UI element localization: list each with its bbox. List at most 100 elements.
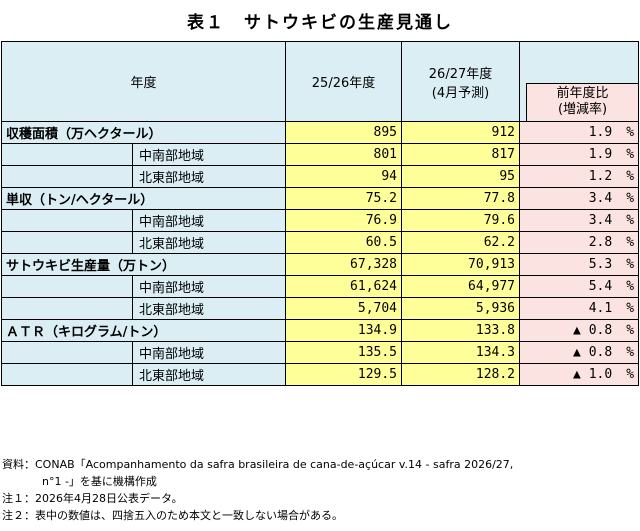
yoy-cell: 5.4% (519, 275, 640, 298)
yoy-value: ▲ 0.8 (573, 323, 613, 338)
percent-unit: % (626, 367, 635, 382)
yoy-value: 3.4 (588, 191, 613, 206)
yoy-cell: ▲ 1.0% (519, 363, 640, 386)
value-2026-27: 77.8 (401, 187, 521, 210)
yoy-value: 5.4 (588, 279, 613, 294)
value-2025-26: 129.5 (285, 363, 403, 386)
category-label: 収穫面積（万ヘクタール） (0, 121, 287, 144)
header-yoy-line2: (増減率) (557, 102, 608, 117)
yoy-cell: 3.4% (519, 187, 640, 210)
value-2025-26: 134.9 (285, 319, 403, 342)
table-row: 単収（トン/ヘクタール） 75.2 77.8 3.4% (0, 187, 640, 210)
value-2025-26: 60.5 (285, 231, 403, 254)
table-row: 中南部地域 76.9 79.6 3.4% (1, 209, 640, 232)
value-2026-27: 5,936 (401, 297, 521, 320)
percent-unit: % (626, 235, 635, 250)
yoy-cell: 3.4% (519, 209, 640, 232)
yoy-cell: 4.1% (519, 297, 640, 320)
region-label: 北東部地域 (131, 231, 287, 254)
source-note: 資料：CONAB「Acompanhamento da safra brasile… (2, 458, 514, 471)
yoy-cell: 2.8% (519, 231, 640, 254)
table-title: 表１ サトウキビの生産見通し (187, 13, 453, 33)
yoy-cell: ▲ 0.8% (519, 319, 640, 342)
value-2026-27: 134.3 (401, 341, 521, 364)
category-label: 単収（トン/ヘクタール） (0, 187, 287, 210)
header-year: 年度 (0, 41, 287, 122)
value-2025-26: 61,624 (285, 275, 403, 298)
region-label: 北東部地域 (131, 363, 287, 386)
table-row: ＡＴＲ（キログラム/トン） 134.9 133.8 ▲ 0.8% (0, 319, 640, 342)
percent-unit: % (626, 213, 635, 228)
value-2025-26: 76.9 (285, 209, 403, 232)
value-2026-27: 95 (401, 165, 521, 188)
note-1: 注１：2026年4月28日公表データ。 (2, 492, 183, 505)
note-2: 注２：表中の数値は、四捨五入のため本文と一致しない場合がある。 (2, 509, 343, 522)
value-2025-26: 895 (285, 121, 403, 144)
percent-unit: % (626, 257, 635, 272)
value-2026-27: 79.6 (401, 209, 521, 232)
table-row: 北東部地域 5,704 5,936 4.1% (1, 297, 640, 320)
yoy-value: 2.8 (588, 235, 613, 250)
indent-cell (1, 363, 133, 386)
region-label: 中南部地域 (131, 341, 287, 364)
table-row: 北東部地域 60.5 62.2 2.8% (1, 231, 640, 254)
header-yoy-line1: 前年度比 (556, 86, 609, 101)
table-row: 中南部地域 61,624 64,977 5.4% (1, 275, 640, 298)
header-col-2026-27-line2: (4月予測) (431, 85, 490, 101)
table-row: 北東部地域 94 95 1.2% (1, 165, 640, 188)
yoy-value: 1.9 (588, 147, 613, 162)
indent-cell (1, 341, 133, 364)
value-2025-26: 75.2 (285, 187, 403, 210)
yoy-value: ▲ 0.8 (573, 345, 613, 360)
table-row: 収穫面積（万ヘクタール） 895 912 1.9% (0, 121, 640, 144)
percent-unit: % (626, 147, 635, 162)
yoy-cell: 1.9% (519, 143, 640, 166)
value-2026-27: 128.2 (401, 363, 521, 386)
indent-cell (1, 209, 133, 232)
value-2025-26: 94 (285, 165, 403, 188)
indent-cell (1, 143, 133, 166)
indent-cell (1, 165, 133, 188)
yoy-cell: 1.9% (519, 121, 640, 144)
value-2026-27: 64,977 (401, 275, 521, 298)
yoy-cell: 1.2% (519, 165, 640, 188)
header-col-2025-26: 25/26年度 (285, 41, 403, 122)
region-label: 中南部地域 (131, 209, 287, 232)
value-2025-26: 135.5 (285, 341, 403, 364)
notes: 資料：CONAB「Acompanhamento da safra brasile… (2, 456, 638, 524)
value-2025-26: 67,328 (285, 253, 403, 276)
source-note-cont: n°1 -」を基に機構作成 (42, 475, 157, 488)
sugarcane-production-table: 年度 25/26年度 26/27年度 (4月予測) 前年度比 (増減率) 収穫面… (0, 41, 640, 386)
percent-unit: % (626, 301, 635, 316)
header-yoy: 前年度比 (増減率) (519, 41, 640, 122)
table-row: 中南部地域 801 817 1.9% (1, 143, 640, 166)
percent-unit: % (626, 279, 635, 294)
region-label: 北東部地域 (131, 165, 287, 188)
table-row: サトウキビ生産量（万トン） 67,328 70,913 5.3% (0, 253, 640, 276)
yoy-value: ▲ 1.0 (573, 367, 613, 382)
value-2026-27: 62.2 (401, 231, 521, 254)
percent-unit: % (626, 323, 635, 338)
value-2025-26: 801 (285, 143, 403, 166)
table-row: 中南部地域 135.5 134.3 ▲ 0.8% (1, 341, 640, 364)
region-label: 北東部地域 (131, 297, 287, 320)
category-label: ＡＴＲ（キログラム/トン） (0, 319, 287, 342)
table-header-row: 年度 25/26年度 26/27年度 (4月予測) 前年度比 (増減率) (0, 41, 640, 122)
value-2026-27: 912 (401, 121, 521, 144)
percent-unit: % (626, 169, 635, 184)
yoy-value: 1.2 (588, 169, 613, 184)
header-col-2026-27-line1: 26/27年度 (428, 66, 493, 82)
yoy-value: 4.1 (588, 301, 613, 316)
indent-cell (1, 231, 133, 254)
percent-unit: % (626, 125, 635, 140)
indent-cell (1, 275, 133, 298)
indent-cell (1, 297, 133, 320)
value-2026-27: 70,913 (401, 253, 521, 276)
value-2026-27: 133.8 (401, 319, 521, 342)
region-label: 中南部地域 (131, 143, 287, 166)
percent-unit: % (626, 345, 635, 360)
header-col-2026-27: 26/27年度 (4月予測) (401, 41, 521, 122)
yoy-cell: 5.3% (519, 253, 640, 276)
table-row: 北東部地域 129.5 128.2 ▲ 1.0% (1, 363, 640, 386)
yoy-value: 5.3 (588, 257, 613, 272)
